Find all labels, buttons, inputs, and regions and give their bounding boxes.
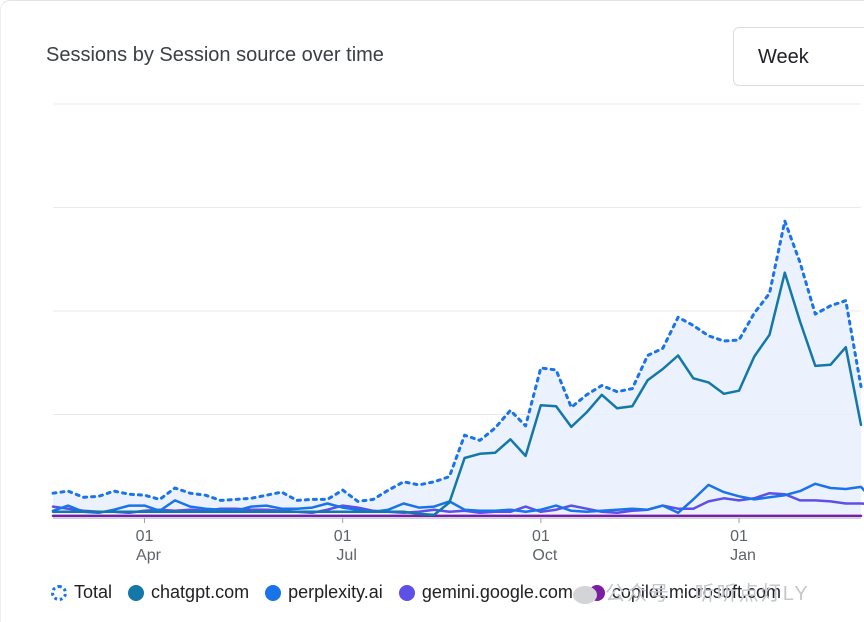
line-chart: 01 Apr 01 Jul 01 Oct 01 Jan [51, 103, 864, 564]
legend-item[interactable]: perplexity.ai [265, 582, 383, 603]
legend-label: Total [74, 582, 113, 602]
legend-item[interactable]: gemini.google.com [398, 582, 573, 603]
wechat-icon [573, 585, 597, 604]
x-tick-label-day: 01 [334, 528, 352, 545]
series-line-chatgpt-com [51, 271, 863, 517]
x-tick-label-month: Jul [336, 547, 356, 564]
series-line-total [51, 219, 863, 503]
x-tick-label-day: 01 [136, 528, 154, 545]
legend-swatch-icon [265, 584, 282, 601]
legend-swatch-icon [398, 584, 415, 601]
total-area [53, 220, 861, 518]
legend-label: perplexity.ai [288, 582, 383, 602]
x-tick-label-month: Apr [136, 547, 162, 564]
x-tick-label-day: 01 [532, 528, 550, 545]
x-tick-label-day: 01 [730, 528, 748, 545]
legend-label: copilot.microsoft.com [611, 582, 781, 602]
legend-label: gemini.google.com [421, 582, 573, 602]
watermark-text: 公众号 · 听听点灯LY [605, 583, 810, 605]
series-line-perplexity-ai [51, 482, 864, 515]
watermark: 公众号 · 听听点灯LY [573, 577, 810, 606]
period-select[interactable]: Week [733, 27, 864, 86]
chart-legend: Total chatgpt.com perplexity.ai gemini.goog… [51, 582, 797, 603]
legend-label: chatgpt.com [151, 582, 250, 602]
card-title: Sessions by Session source over time [46, 44, 384, 66]
legend-item[interactable]: chatgpt.com [128, 582, 249, 603]
x-tick-label-month: Jan [730, 547, 756, 564]
legend-swatch-icon [128, 584, 145, 601]
x-tick-label-month: Oct [532, 547, 557, 564]
legend-swatch-icon [51, 584, 67, 601]
legend-item[interactable]: Total [51, 582, 112, 603]
